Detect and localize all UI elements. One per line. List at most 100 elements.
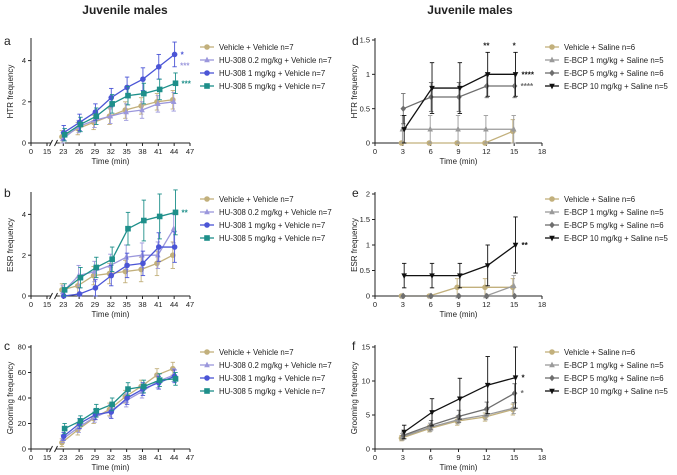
chart-panel-c: c 0 20 40 60 80 0 15 23 26 29 32 35 38 41 44 47 Time (min…: [4, 339, 332, 472]
data-point: [141, 217, 147, 224]
x-tick-label: 6: [429, 147, 433, 156]
x-tick-label: 15: [510, 300, 518, 309]
legend-marker: [204, 375, 210, 381]
x-tick-label: 18: [538, 147, 546, 156]
legend-label: HU-308 5 mg/kg + Vehicle n=7: [219, 82, 325, 91]
data-point: [510, 125, 517, 132]
panel-letter-b: b: [4, 186, 11, 200]
x-tick-label: 32: [107, 453, 115, 462]
data-point: [401, 273, 407, 279]
legend-marker: [204, 196, 210, 202]
x-tick-label: 41: [154, 453, 162, 462]
legend-label: Vehicle + Saline n=6: [564, 195, 635, 204]
legend-marker: [204, 388, 210, 394]
x-tick-label: 9: [456, 300, 460, 309]
data-point: [108, 409, 115, 415]
data-point: [484, 72, 491, 78]
y-tick-label: 1: [366, 70, 370, 79]
data-point: [483, 82, 490, 90]
legend-label: Vehicle + Vehicle n=7: [219, 195, 294, 204]
data-point: [172, 209, 179, 216]
legend-marker: [204, 361, 210, 368]
data-point: [155, 251, 161, 258]
data-point: [125, 386, 131, 392]
x-tick-label: 26: [75, 453, 83, 462]
series-4: ***: [61, 72, 192, 142]
x-tick-label: 18: [538, 453, 546, 462]
data-point: [456, 292, 462, 300]
y-tick-label: 0: [22, 445, 26, 454]
series-3: *: [60, 41, 185, 141]
data-point: [401, 127, 407, 133]
axis-break-mark: [54, 292, 58, 300]
y-tick-label: 4: [22, 210, 26, 219]
data-point: [93, 407, 100, 414]
x-tick-label: 47: [186, 453, 194, 462]
data-point: [60, 433, 67, 440]
data-point: [125, 92, 131, 99]
x-tick-label: 41: [154, 147, 162, 156]
data-point: [155, 63, 162, 70]
data-point: [401, 429, 407, 436]
x-tick-label: 38: [138, 453, 146, 462]
legend-label: E-BCP 10 mg/kg + Saline n=5: [564, 234, 669, 243]
legend-marker: [549, 374, 555, 382]
y-tick-label: 1: [366, 241, 370, 250]
x-tick-label: 23: [59, 300, 67, 309]
data-point: [108, 272, 115, 279]
legend-label: E-BCP 10 mg/kg + Saline n=5: [564, 387, 669, 396]
data-point: [457, 273, 463, 279]
series-2: [399, 402, 517, 441]
data-point: [170, 98, 177, 104]
x-tick-label: 29: [91, 147, 99, 156]
data-point: [90, 272, 97, 279]
legend-label: HU-308 0.2 mg/kg + Vehicle n=7: [219, 56, 332, 65]
data-point: [124, 84, 130, 91]
data-point: [428, 292, 434, 300]
x-axis-label: Time (min): [92, 463, 130, 472]
y-tick-label: 4: [22, 56, 26, 65]
significance-mark: **: [522, 241, 529, 250]
data-point: [107, 112, 114, 119]
data-point: [124, 395, 130, 401]
series-4: **: [61, 189, 189, 297]
x-tick-label: 15: [510, 453, 518, 462]
series-1: [398, 119, 516, 146]
data-point: [455, 125, 461, 132]
y-tick-label: 0: [22, 139, 26, 148]
legend-marker: [549, 69, 555, 77]
significance-mark: ***: [182, 79, 192, 88]
y-tick-label: 0.5: [360, 104, 370, 113]
x-tick-label: 23: [59, 147, 67, 156]
data-point: [125, 225, 131, 232]
data-point: [109, 256, 115, 263]
legend-marker: [204, 83, 210, 89]
panel-letter-a: a: [4, 34, 11, 48]
legend-label: E-BCP 1 mg/kg + Saline n=5: [564, 56, 664, 65]
legend-label: HU-308 0.2 mg/kg + Vehicle n=7: [219, 361, 332, 370]
data-point: [171, 244, 178, 250]
x-axis-label: Time (min): [440, 463, 478, 472]
x-tick-label: 41: [154, 300, 162, 309]
x-tick-label: 26: [75, 147, 83, 156]
data-point: [428, 93, 434, 101]
x-axis-label: Time (min): [92, 157, 130, 166]
panel-letter-f: f: [352, 339, 356, 353]
axis-break-mark: [49, 292, 53, 300]
y-tick-label: 2: [22, 251, 26, 260]
x-tick-label: 29: [91, 300, 99, 309]
data-point: [92, 285, 99, 291]
legend-label: E-BCP 5 mg/kg + Saline n=6: [564, 374, 664, 383]
x-tick-label: 15: [43, 300, 51, 309]
data-point: [76, 291, 83, 297]
legend-marker: [549, 349, 555, 355]
panel-letter-e: e: [352, 186, 359, 200]
data-point: [156, 377, 163, 383]
data-point: [61, 131, 68, 138]
chart-panel-f: f 0 5 10 15 0 3 6 9 12 15 18 Time (min) Grooming freq…: [350, 339, 669, 472]
data-point: [155, 100, 161, 107]
y-axis-label: HTR frequency: [350, 65, 359, 119]
significance-mark: ***: [180, 61, 190, 70]
x-tick-label: 15: [43, 453, 51, 462]
